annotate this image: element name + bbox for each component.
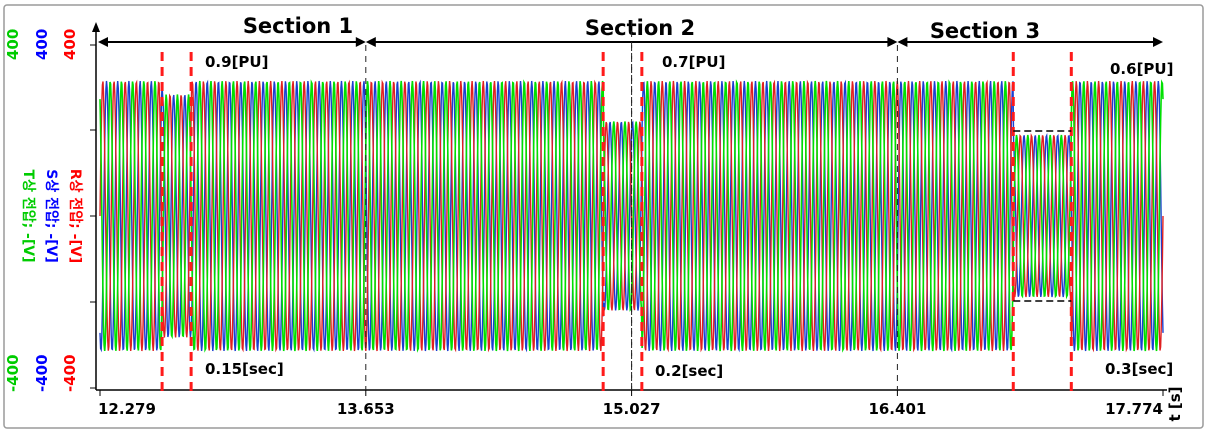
ytick-t-bottom: -400 (4, 354, 22, 392)
section-arrowhead-left-2 (365, 37, 376, 47)
ylabel-t: T상 전압; -[V] (20, 170, 37, 263)
section-arrowhead-left-3 (897, 37, 908, 47)
annotation-sec-1: 0.15[sec] (205, 360, 284, 378)
ytick-t-top: 400 (4, 29, 22, 60)
ylabel-r: R상 전압; -[V] (67, 169, 84, 263)
ytick-r-bottom: -400 (61, 354, 79, 392)
x-unit-label: t [s] (1166, 386, 1184, 421)
annotation-pu-3: 0.6[PU] (1110, 60, 1173, 78)
ylabel-s: S상 전압; -[V] (43, 169, 60, 263)
xtick-label-1: 12.279 (98, 400, 156, 418)
section-arrowhead-right-3 (1153, 37, 1163, 47)
section-label-3: Section 3 (930, 19, 1040, 43)
annotation-sec-3: 0.3[sec] (1105, 360, 1173, 378)
annotation-pu-1: 0.9[PU] (205, 53, 268, 71)
section-label-1: Section 1 (243, 14, 353, 38)
marker-lines (160, 20, 1073, 392)
xtick-label-5: 17.774 (1105, 400, 1163, 418)
xtick-label-4: 16.401 (868, 400, 926, 418)
ytick-s-bottom: -400 (33, 354, 51, 392)
section-arrowhead-right-2 (887, 37, 898, 47)
annotation-sec-2: 0.2[sec] (655, 362, 723, 380)
annotation-pu-2: 0.7[PU] (662, 53, 725, 71)
ytick-s-top: 400 (33, 29, 51, 60)
ytick-r-top: 400 (61, 29, 79, 60)
section-label-2: Section 2 (585, 16, 695, 40)
y-axis-marker-icon (92, 22, 100, 32)
section-arrowhead-right-1 (355, 37, 366, 47)
x-ticks: 12.279 13.653 15.027 16.401 17.774 (98, 390, 1164, 418)
section-arrowhead-left-1 (98, 37, 108, 47)
xtick-label-2: 13.653 (337, 400, 395, 418)
xtick-label-3: 15.027 (603, 400, 661, 418)
